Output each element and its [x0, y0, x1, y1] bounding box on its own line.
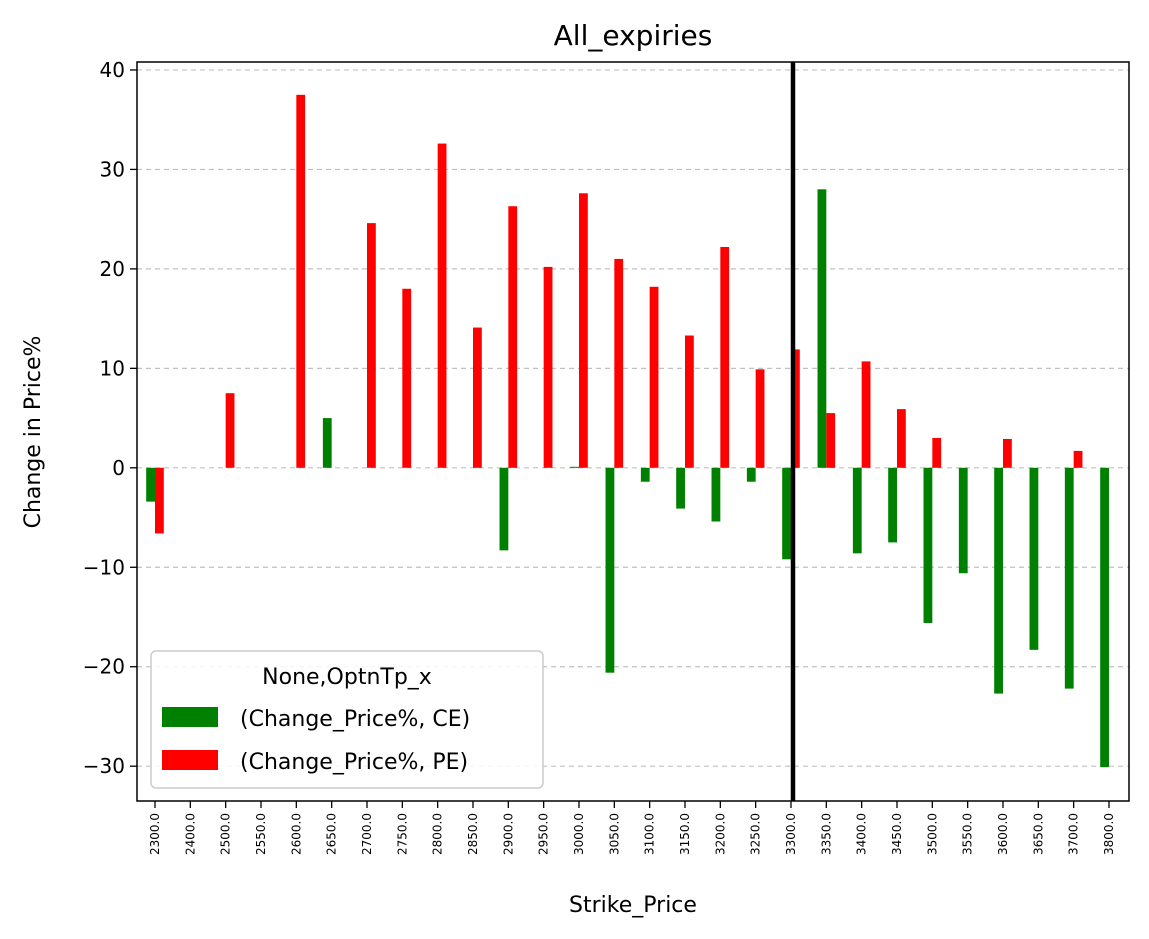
- bar-ce: [676, 467, 685, 509]
- legend-swatch-ce: [162, 707, 218, 727]
- bar-ce: [782, 467, 791, 560]
- bar-pe: [402, 288, 412, 468]
- y-tick-label: 0: [112, 456, 125, 480]
- y-tick-label: 20: [100, 257, 125, 281]
- x-axis-ticks: 2300.0 2400.0 2500.0 2550.0 2600.0 2650.0 2700…: [148, 801, 1116, 855]
- x-tick-label: 3050.0: [607, 813, 621, 855]
- y-axis-ticks: −30 −20 −10 0 10 20 30 40: [83, 58, 137, 778]
- bar-ce: [852, 467, 862, 554]
- x-tick-label: 3400.0: [855, 813, 869, 855]
- x-tick-label: 3650.0: [1031, 813, 1045, 855]
- x-tick-label: 3800.0: [1102, 813, 1116, 855]
- bar-pe: [896, 409, 906, 468]
- y-axis-label: Change in Price%: [21, 336, 46, 529]
- bar-ce: [994, 467, 1003, 694]
- legend-title: None,OptnTp_x: [262, 665, 432, 690]
- bar-pe: [649, 286, 659, 468]
- x-tick-label: 3500.0: [925, 813, 939, 855]
- bar-pe: [861, 361, 871, 468]
- bar-ce: [1029, 467, 1039, 650]
- bar-ce: [923, 467, 933, 623]
- x-tick-label: 2550.0: [254, 813, 268, 855]
- bar-pe: [296, 94, 306, 468]
- x-tick-label: 3550.0: [961, 813, 975, 855]
- x-tick-label: 2400.0: [183, 813, 197, 855]
- x-tick-label: 2950.0: [537, 813, 551, 855]
- x-tick-label: 2850.0: [466, 813, 480, 855]
- bar-ce: [817, 189, 827, 468]
- bar-pe: [508, 206, 518, 468]
- bar-pe: [755, 369, 765, 468]
- x-tick-label: 2700.0: [360, 813, 374, 855]
- bar-pe: [1073, 450, 1083, 468]
- chart-title: All_expiries: [554, 19, 713, 52]
- bar-ce: [746, 467, 756, 482]
- y-tick-label: 30: [100, 157, 125, 181]
- legend-frame: [150, 650, 544, 789]
- bar-pe: [614, 258, 624, 468]
- bar-pe: [155, 467, 164, 534]
- x-axis-label: Strike_Price: [569, 893, 697, 918]
- x-tick-label: 3350.0: [819, 813, 833, 855]
- bar-ce: [1064, 467, 1074, 689]
- bar-ce: [570, 466, 579, 468]
- bar-pe: [826, 413, 836, 468]
- x-tick-label: 3150.0: [678, 813, 692, 855]
- bar-ce: [499, 467, 509, 551]
- y-tick-label: −10: [83, 555, 125, 579]
- bar-pe: [437, 143, 447, 468]
- bar-ce: [605, 467, 615, 673]
- x-tick-label: 2750.0: [395, 813, 409, 855]
- bar-pe: [684, 335, 694, 468]
- bar-pe: [720, 246, 730, 468]
- x-tick-label: 3600.0: [996, 813, 1010, 855]
- x-tick-label: 3700.0: [1067, 813, 1081, 855]
- x-tick-label: 3000.0: [572, 813, 586, 855]
- x-tick-label: 3450.0: [890, 813, 904, 855]
- bar-ce: [958, 467, 968, 574]
- bar-pe: [366, 223, 376, 468]
- bar-pe: [578, 193, 588, 468]
- legend: None,OptnTp_x (Change_Price%, CE) (Chang…: [150, 650, 544, 789]
- y-tick-label: 10: [100, 356, 125, 380]
- bar-ce: [888, 467, 897, 543]
- legend-swatch-pe: [162, 750, 218, 770]
- bar-pe: [1002, 438, 1012, 468]
- bar-pe: [472, 327, 482, 468]
- x-tick-label: 3100.0: [643, 813, 657, 855]
- x-tick-label: 2500.0: [219, 813, 233, 855]
- y-tick-label: −20: [83, 655, 125, 679]
- bar-ce: [640, 467, 650, 482]
- legend-entry-pe: (Change_Price%, PE): [240, 750, 468, 775]
- bar-ce: [711, 467, 721, 522]
- x-tick-label: 3200.0: [713, 813, 727, 855]
- x-tick-label: 2800.0: [431, 813, 445, 855]
- bar-ce: [146, 467, 155, 502]
- bar-pe: [225, 393, 235, 468]
- legend-entry-ce: (Change_Price%, CE): [240, 707, 470, 732]
- x-tick-label: 2300.0: [148, 813, 162, 855]
- x-tick-label: 2600.0: [289, 813, 303, 855]
- y-tick-label: −30: [83, 754, 125, 778]
- plot-frame: [136, 61, 1130, 802]
- bar-pe: [543, 266, 553, 468]
- x-tick-label: 2650.0: [325, 813, 339, 855]
- x-tick-label: 3250.0: [749, 813, 763, 855]
- y-tick-label: 40: [100, 58, 125, 82]
- bar-ce: [1100, 467, 1109, 768]
- bar-pe: [790, 349, 800, 468]
- bar-ce: [322, 418, 332, 468]
- bars: [146, 94, 1109, 768]
- x-tick-label: 3300.0: [784, 813, 798, 855]
- bar-pe: [932, 437, 942, 468]
- x-tick-label: 2900.0: [501, 813, 515, 855]
